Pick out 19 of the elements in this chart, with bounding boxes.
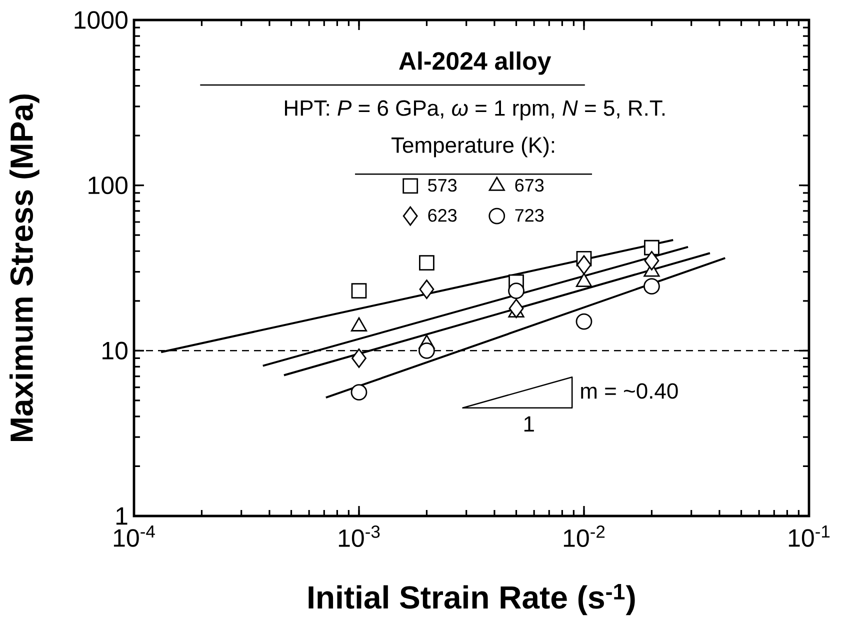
x-tick-label: 10$^{-4}$: [114, 526, 155, 547]
y-tick-label: 1: [116, 507, 128, 525]
legend-label: 723: [515, 209, 544, 222]
x-tick-label: 10$^{-1}$: [788, 526, 830, 547]
text: HPT: P = 6 GPa, ω = 1 rpm, N = 5, R.T.: [285, 100, 665, 120]
x-tick-label: 10$^{-3}$: [338, 526, 380, 548]
x-tick-label: 10$^{-2}$: [564, 526, 605, 548]
x-axis-title: Initial Strain Rate (s$^{-1}$): [308, 584, 635, 616]
legend-label: 673: [515, 178, 544, 192]
annotation: 1: [524, 416, 534, 432]
y-tick-label: 100: [88, 176, 128, 194]
legend-label: 573: [428, 178, 457, 192]
annotation: m = ~0.40: [581, 383, 678, 399]
text: Al-2024 alloy: [399, 52, 552, 75]
legend-label: 623: [428, 209, 457, 222]
y-axis-title: Maximum Stress (MPa): [10, 94, 40, 442]
legend-title: Temperature (K):: [391, 136, 554, 158]
y-tick-label: 10: [102, 342, 128, 360]
y-tick-label: 1000: [74, 11, 128, 29]
